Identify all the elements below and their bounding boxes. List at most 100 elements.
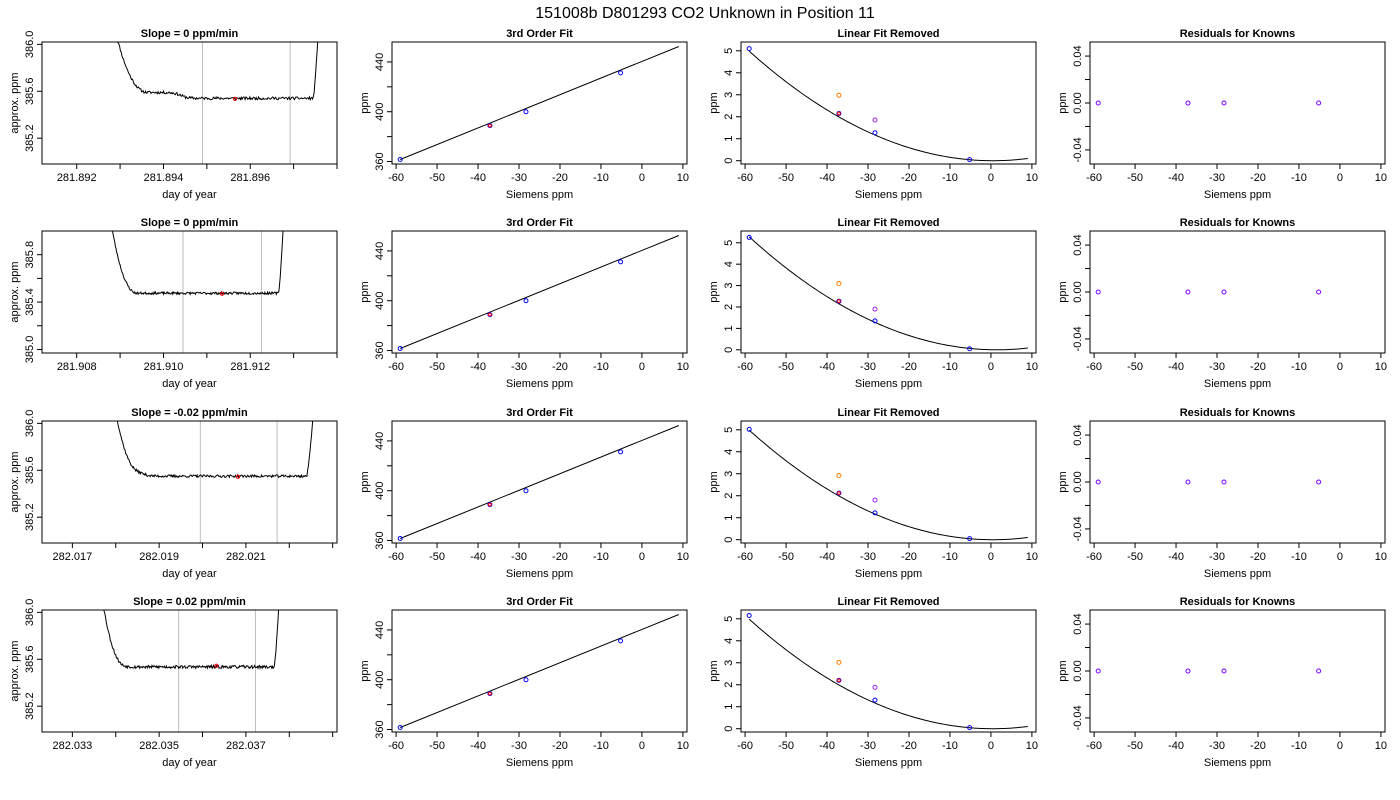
unknown-point: [488, 312, 492, 317]
panel-frame: [391, 420, 688, 544]
x-axis-label: Siemens ppm: [506, 189, 573, 201]
x-tick-label: -50: [1127, 172, 1143, 184]
residual-point: [1221, 479, 1227, 485]
purple-point: [872, 306, 878, 312]
known-point: [397, 157, 403, 163]
x-tick-label: -20: [552, 361, 568, 373]
x-tick-label: -40: [819, 551, 835, 563]
x-axis-label: Siemens ppm: [855, 757, 922, 769]
x-tick-label: 0: [988, 551, 994, 563]
mean-marker: [232, 96, 238, 101]
x-tick-label: 10: [677, 740, 689, 752]
x-tick-label: 0: [639, 551, 645, 563]
y-tick-label: 1: [723, 325, 735, 331]
x-tick-label: -40: [1168, 361, 1184, 373]
x-tick-label: 281.894: [144, 172, 184, 184]
y-tick-label: 1: [723, 704, 735, 710]
orange-point: [836, 280, 842, 286]
y-tick-label: 0.00: [1072, 471, 1084, 492]
panel-title: Residuals for Knowns: [1180, 596, 1296, 608]
panel-title: Linear Fit Removed: [837, 407, 939, 419]
x-axis-label: Siemens ppm: [1204, 568, 1271, 580]
y-tick-label: 5: [723, 616, 735, 622]
y-tick-label: 440: [374, 432, 386, 450]
unknown-point: [488, 123, 492, 128]
unknown-point: [488, 691, 492, 696]
y-tick-label: 1: [723, 515, 735, 521]
x-tick-label: 282.017: [52, 551, 92, 563]
x-tick-label: -50: [429, 172, 445, 184]
known-point: [836, 490, 842, 496]
x-tick-label: -40: [1168, 172, 1184, 184]
residual-point: [1316, 289, 1322, 295]
y-axis-label: ppm: [359, 92, 371, 113]
x-tick-label: 10: [677, 172, 689, 184]
y-axis-label: ppm: [359, 471, 371, 492]
known-point: [967, 536, 973, 542]
residual-point: [1095, 668, 1101, 674]
plot-area: [397, 46, 679, 163]
panel-r3-c1: 3rd Order Fit -60 -50 -40 -30 -20 -10 0 10 360 400…: [359, 596, 689, 769]
x-tick-label: 0: [639, 361, 645, 373]
x-tick-label: 282.037: [226, 740, 266, 752]
y-tick-label: 385.6: [24, 78, 36, 106]
plot-area: [397, 425, 679, 542]
panel-r3-c3: Residuals for Knowns -60 -50 -40 -30 -20 -10 0 1…: [1057, 596, 1387, 769]
x-tick-label: -50: [429, 740, 445, 752]
x-tick-label: -30: [860, 551, 876, 563]
y-tick-label: 385.0: [24, 336, 36, 364]
plot-area: [103, 610, 280, 732]
panel-r0-c3: Residuals for Knowns -60 -50 -40 -30 -20 -10 0 1…: [1057, 28, 1387, 201]
y-tick-label: 3: [723, 471, 735, 477]
known-point: [836, 110, 842, 116]
unknown-point: [837, 678, 841, 683]
x-tick-label: -30: [1209, 361, 1225, 373]
x-tick-label: -20: [901, 551, 917, 563]
plot-area: [1095, 668, 1322, 674]
y-tick-label: 400: [374, 292, 386, 310]
panel-r2-c3: Residuals for Knowns -60 -50 -40 -30 -20 -10 0 1…: [1057, 407, 1387, 580]
y-tick-label: 4: [723, 70, 735, 76]
unknown-point: [837, 299, 841, 304]
plot-area: [397, 614, 679, 731]
y-tick-label: 0.00: [1072, 92, 1084, 113]
panel-frame: [391, 609, 688, 733]
x-tick-label: -60: [1086, 172, 1102, 184]
y-tick-label: 0: [723, 726, 735, 732]
plot-area: [746, 46, 1028, 163]
known-point: [618, 259, 624, 265]
ppm-trace: [117, 42, 319, 101]
y-tick-label: 0.04: [1072, 613, 1084, 634]
y-axis-label: ppm: [708, 660, 720, 681]
residual-point: [1316, 668, 1322, 674]
x-tick-label: -50: [778, 551, 794, 563]
panel-frame: [41, 230, 338, 354]
x-tick-label: -60: [1086, 740, 1102, 752]
residual-point: [1185, 289, 1191, 295]
y-axis-label: ppm: [708, 281, 720, 302]
x-tick-label: -20: [1250, 551, 1266, 563]
y-tick-label: 385.8: [24, 241, 36, 269]
y-tick-label: 385.2: [24, 124, 36, 152]
residual-point: [1316, 479, 1322, 485]
x-tick-label: 10: [1375, 740, 1387, 752]
x-tick-label: 10: [1026, 361, 1038, 373]
known-point: [523, 109, 529, 115]
y-axis-label: ppm: [1057, 471, 1069, 492]
panel-r1-c2: Linear Fit Removed -60 -50 -40 -30 -20 -10 0 10 0…: [708, 217, 1038, 390]
panel-title: 3rd Order Fit: [506, 596, 573, 608]
orange-point: [836, 92, 842, 98]
residual-point: [1185, 100, 1191, 106]
known-point: [618, 70, 624, 76]
panel-frame: [740, 230, 1037, 354]
x-tick-label: -20: [901, 361, 917, 373]
y-tick-label: 440: [374, 242, 386, 260]
plot-area: [111, 231, 284, 353]
x-tick-label: 10: [1375, 361, 1387, 373]
panel-frame: [391, 230, 688, 354]
panel-r0-c2: Linear Fit Removed -60 -50 -40 -30 -20 -10 0 10 0…: [708, 28, 1038, 201]
x-tick-label: 0: [639, 172, 645, 184]
x-axis-label: Siemens ppm: [1204, 757, 1271, 769]
known-point: [746, 46, 752, 52]
x-tick-label: 10: [1026, 551, 1038, 563]
